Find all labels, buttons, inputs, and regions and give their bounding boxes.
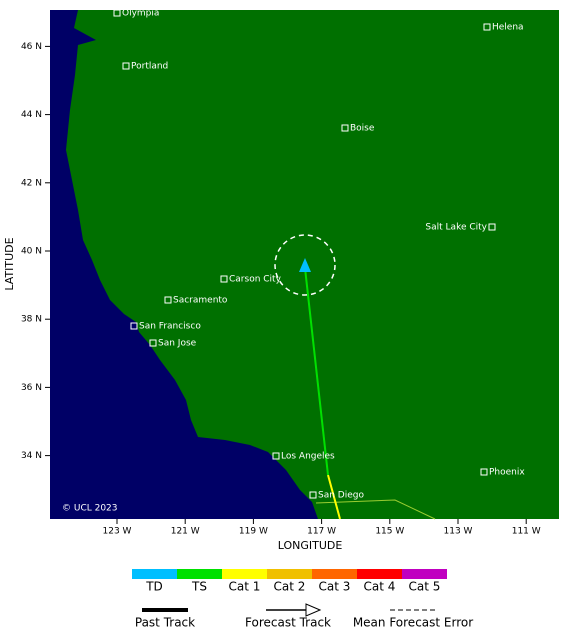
city-marker	[341, 124, 349, 132]
city-marker	[113, 9, 121, 17]
forecast-arrow-sample	[305, 603, 322, 617]
intensity-label: Cat 1	[229, 580, 261, 594]
city-label: Los Angeles	[281, 452, 335, 462]
city-label: Carson City	[229, 275, 282, 285]
city-marker	[483, 23, 491, 31]
legend-label: Forecast Track	[245, 616, 331, 630]
city-label: Phoenix	[489, 468, 525, 478]
city-label: Sacramento	[173, 296, 228, 306]
intensity-label: Cat 5	[409, 580, 441, 594]
legend-label: Past Track	[135, 616, 195, 630]
intensity-swatch	[132, 569, 177, 579]
intensity-label: TS	[191, 580, 207, 594]
city-marker	[122, 62, 130, 70]
city-marker	[130, 322, 138, 330]
intensity-label: Cat 4	[364, 580, 396, 594]
intensity-swatch	[312, 569, 357, 579]
city-marker	[480, 468, 488, 476]
city-marker	[149, 339, 157, 347]
y-tick-label: 44 N	[21, 110, 42, 120]
border	[315, 499, 436, 520]
y-tick-label: 46 N	[21, 42, 42, 52]
intensity-swatch	[267, 569, 312, 579]
legend-label: Mean Forecast Error	[353, 616, 473, 630]
city-marker	[488, 223, 496, 231]
x-tick-label: 115 W	[375, 527, 404, 537]
y-tick-label: 34 N	[21, 451, 42, 461]
track-arrowhead	[299, 258, 311, 272]
city-label: San Jose	[158, 339, 197, 349]
copyright: © UCL 2023	[62, 504, 118, 514]
city-label: Boise	[350, 124, 375, 134]
city-marker	[309, 491, 317, 499]
intensity-swatch	[402, 569, 447, 579]
y-tick-label: 42 N	[21, 178, 42, 188]
city-label: Salt Lake City	[425, 223, 487, 233]
city-label: San Diego	[318, 491, 364, 501]
x-tick-label: 123 W	[103, 527, 132, 537]
land	[66, 10, 559, 519]
city-label: Helena	[492, 23, 524, 33]
intensity-swatch	[222, 569, 267, 579]
intensity-label: Cat 2	[274, 580, 306, 594]
forecast-track	[304, 267, 329, 476]
city-marker	[220, 275, 228, 283]
intensity-label: Cat 3	[319, 580, 351, 594]
city-marker	[272, 452, 280, 460]
intensity-swatch	[357, 569, 402, 579]
x-tick-label: 121 W	[171, 527, 200, 537]
y-tick-label: 36 N	[21, 383, 42, 393]
x-tick-label: 117 W	[307, 527, 336, 537]
forecast-error-circle	[274, 234, 336, 296]
past-track-segment	[327, 474, 341, 520]
y-tick-label: 38 N	[21, 315, 42, 325]
intensity-swatch	[177, 569, 222, 579]
y-axis-label: LATITUDE	[3, 237, 16, 290]
city-label: Portland	[131, 62, 168, 72]
x-axis-label: LONGITUDE	[278, 539, 343, 552]
city-label: Olympia	[122, 9, 159, 19]
intensity-label: TD	[145, 580, 163, 594]
x-tick-label: 119 W	[239, 527, 268, 537]
city-marker	[164, 296, 172, 304]
city-label: San Francisco	[139, 322, 201, 332]
x-tick-label: 113 W	[444, 527, 473, 537]
x-tick-label: 111 W	[512, 527, 541, 537]
y-tick-label: 40 N	[21, 247, 42, 257]
